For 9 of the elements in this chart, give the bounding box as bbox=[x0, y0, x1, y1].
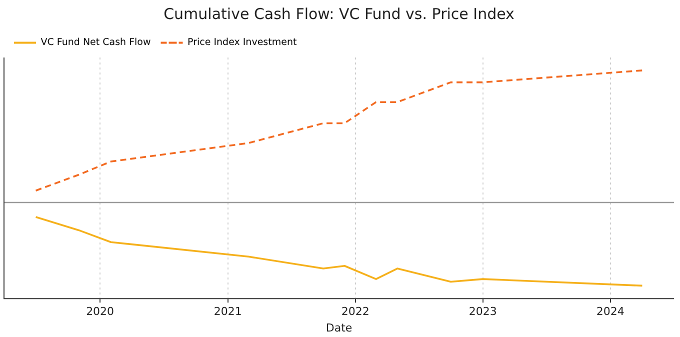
x-tick-label: 2022 bbox=[341, 305, 370, 318]
x-axis-title: Date bbox=[326, 321, 352, 334]
legend-label: Price Index Investment bbox=[188, 37, 297, 48]
x-tick-label: 2020 bbox=[86, 305, 114, 318]
chart-title: Cumulative Cash Flow: VC Fund vs. Price Index bbox=[164, 4, 515, 23]
x-tick-label: 2021 bbox=[214, 305, 242, 318]
x-tick-label: 2024 bbox=[596, 305, 624, 318]
x-tick-label: 2023 bbox=[468, 305, 497, 318]
legend-label: VC Fund Net Cash Flow bbox=[40, 37, 151, 48]
